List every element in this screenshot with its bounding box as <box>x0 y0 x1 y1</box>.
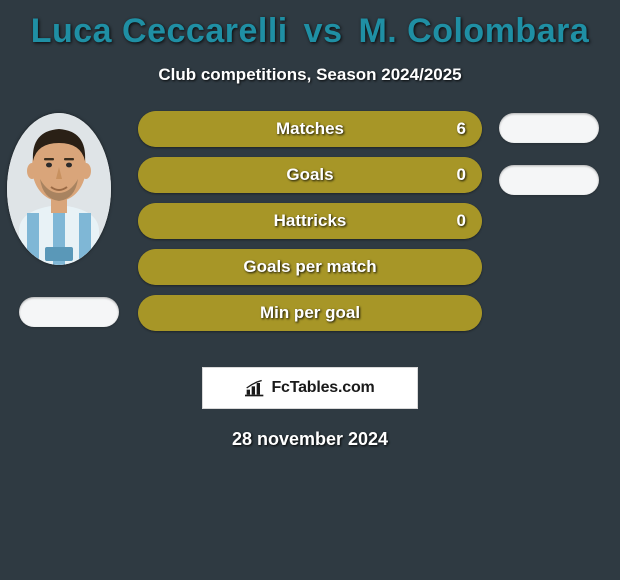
content-area: Matches 6 Goals 0 Hattricks 0 Goals per … <box>0 115 620 355</box>
bar-fill <box>138 295 482 331</box>
bar-fill <box>138 203 482 239</box>
player1-name: Luca Ceccarelli <box>31 12 288 50</box>
vs-separator: vs <box>304 12 343 50</box>
player1-avatar <box>7 113 111 265</box>
subtitle: Club competitions, Season 2024/2025 <box>0 65 620 85</box>
stat-bars: Matches 6 Goals 0 Hattricks 0 Goals per … <box>138 111 482 341</box>
player2-stat-bubble-1 <box>499 113 599 143</box>
date-label: 28 november 2024 <box>0 429 620 450</box>
page-title: Luca Ceccarelli vs M. Colombara <box>0 12 620 51</box>
player1-stat-bubble <box>19 297 119 327</box>
bar-fill <box>138 157 482 193</box>
stat-bar: Goals 0 <box>138 157 482 193</box>
player2-stat-bubble-2 <box>499 165 599 195</box>
stat-bar: Goals per match <box>138 249 482 285</box>
bar-chart-icon <box>245 379 265 397</box>
bar-value: 0 <box>457 211 466 231</box>
stat-bar: Min per goal <box>138 295 482 331</box>
avatar-illustration <box>7 113 111 265</box>
player2-name: M. Colombara <box>358 12 589 50</box>
bar-value: 6 <box>457 119 466 139</box>
bar-value: 0 <box>457 165 466 185</box>
brand-text: FcTables.com <box>271 379 374 397</box>
brand-badge: FcTables.com <box>202 367 418 409</box>
bar-fill <box>138 249 482 285</box>
bar-fill <box>138 111 482 147</box>
stat-bar: Matches 6 <box>138 111 482 147</box>
stat-bar: Hattricks 0 <box>138 203 482 239</box>
comparison-infographic: Luca Ceccarelli vs M. Colombara Club com… <box>0 0 620 580</box>
